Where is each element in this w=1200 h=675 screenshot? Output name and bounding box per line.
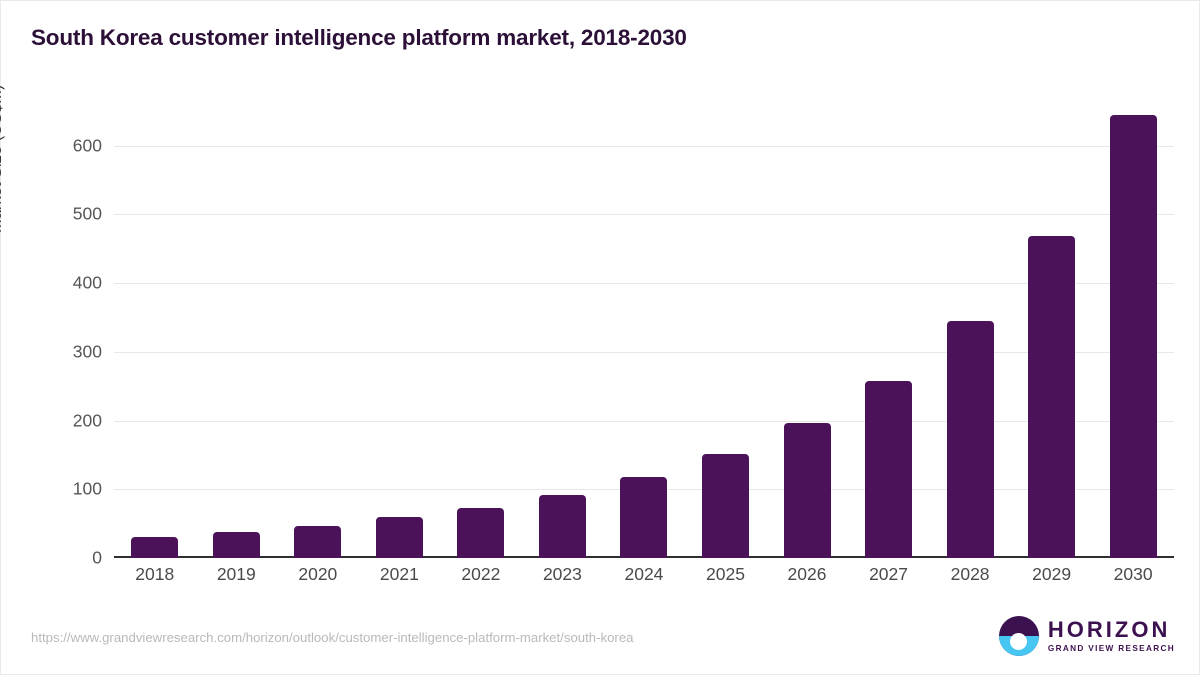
bar-2020[interactable] [294, 526, 342, 558]
bar-slot [522, 101, 604, 558]
bar-2019[interactable] [212, 531, 260, 558]
bar-2025[interactable] [701, 454, 749, 558]
logo-ray-lower [1013, 644, 1024, 647]
y-tick-label: 300 [72, 341, 102, 362]
bar-slot [440, 101, 522, 558]
horizon-logo: HORIZON GRAND VIEW RESEARCH [998, 615, 1175, 657]
x-tick-label-2026: 2026 [787, 564, 827, 584]
bar-2027[interactable] [865, 380, 913, 558]
y-tick-label: 0 [92, 547, 102, 568]
horizon-logo-text: HORIZON GRAND VIEW RESEARCH [1047, 616, 1175, 653]
bar-slot [1092, 101, 1174, 558]
x-tick-label-2029: 2029 [1032, 564, 1072, 584]
bar-slot [114, 101, 196, 558]
y-tick-label: 600 [72, 135, 102, 156]
bar-2030[interactable] [1109, 114, 1157, 558]
x-tick-label-2028: 2028 [950, 564, 990, 584]
bar-2018[interactable] [131, 537, 179, 558]
y-axis-title: Market Size (US$M) [0, 84, 5, 233]
bar-slot [359, 101, 441, 558]
x-tick-label-2020: 2020 [298, 564, 338, 584]
bar-slot [685, 101, 767, 558]
bar-2024[interactable] [620, 476, 668, 558]
bar-slot [929, 101, 1011, 558]
gridline [114, 214, 1174, 216]
logo-tagline: GRAND VIEW RESEARCH [1047, 643, 1175, 653]
bar-slot [1011, 101, 1093, 558]
y-tick-label: 200 [72, 410, 102, 431]
x-axis-labels: 2018 2019 2020 2021 2022 2023 2024 2025 2026 2027… [114, 564, 1174, 585]
gridline [114, 145, 1174, 147]
bar-2028[interactable] [946, 320, 994, 558]
x-tick-label-2022: 2022 [461, 564, 501, 584]
bar-slot [277, 101, 359, 558]
x-tick-label-2018: 2018 [135, 564, 175, 584]
y-tick-label: 100 [72, 478, 102, 499]
page-title: South Korea customer intelligence platfo… [31, 25, 687, 50]
horizon-logo-icon [998, 616, 1039, 656]
bar-2029[interactable] [1028, 236, 1076, 558]
bar-slot [196, 101, 278, 558]
bar-series [114, 101, 1174, 558]
logo-wordmark: HORIZON [1047, 616, 1171, 642]
x-tick-label-2025: 2025 [706, 564, 745, 584]
bar-slot [848, 101, 930, 558]
logo-ray-upper [1010, 640, 1027, 643]
x-tick-label-2021: 2021 [379, 564, 419, 584]
bar-2026[interactable] [783, 423, 831, 558]
bar-slot [766, 101, 848, 558]
x-tick-label-2024: 2024 [624, 564, 664, 584]
x-tick-label-2023: 2023 [542, 564, 582, 584]
bar-2021[interactable] [375, 517, 423, 558]
source-url[interactable]: https://www.grandviewresearch.com/horizo… [31, 630, 634, 645]
bar-2023[interactable] [538, 494, 586, 558]
x-tick-label-2030: 2030 [1113, 564, 1153, 584]
gridline [114, 351, 1174, 353]
y-tick-label: 500 [72, 203, 102, 224]
bar-slot [603, 101, 685, 558]
y-tick-label: 400 [72, 272, 102, 293]
bar-2022[interactable] [457, 507, 505, 558]
gridline [114, 420, 1174, 422]
gridline [114, 283, 1174, 285]
x-tick-label-2027: 2027 [869, 564, 909, 584]
x-tick-label-2019: 2019 [216, 564, 256, 584]
